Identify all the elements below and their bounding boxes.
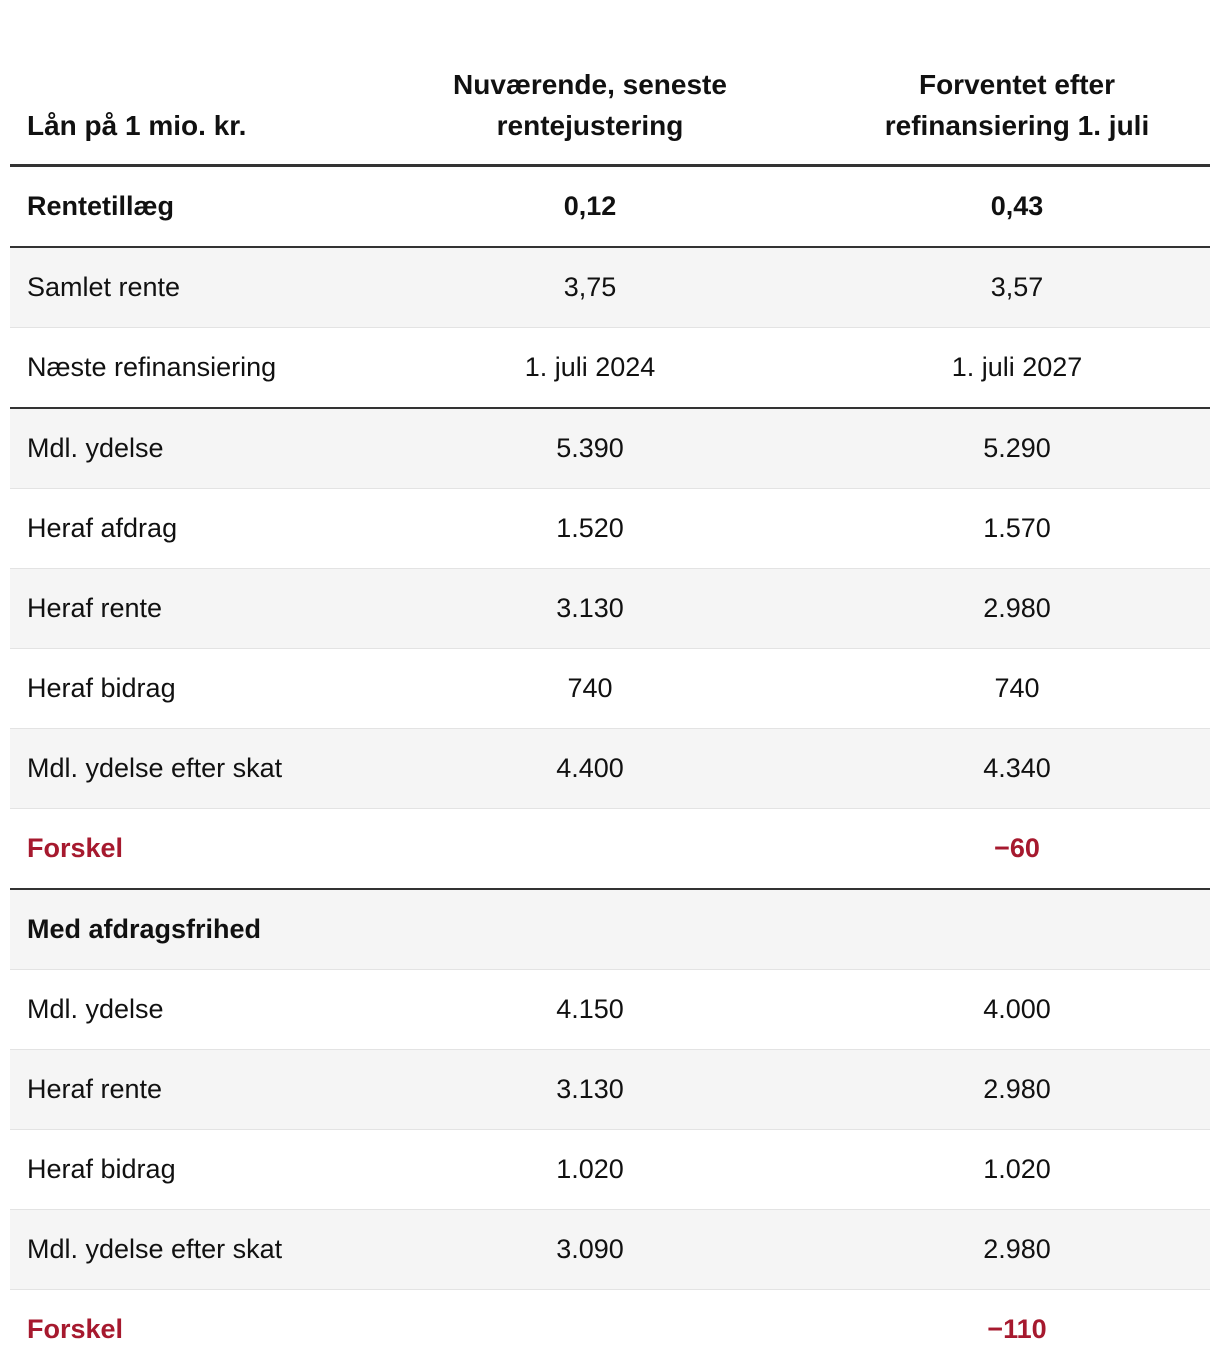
table-cell: 2.980	[824, 1210, 1210, 1290]
table-cell: 3,75	[356, 247, 824, 328]
table-cell	[356, 889, 824, 970]
table-cell: Mdl. ydelse efter skat	[10, 1210, 356, 1290]
table-cell: Rentetillæg	[10, 166, 356, 248]
table-cell: 4.000	[824, 970, 1210, 1050]
table-cell: Næste refinansiering	[10, 328, 356, 409]
table-cell: 1.020	[824, 1130, 1210, 1210]
table-cell: 740	[824, 649, 1210, 729]
table-cell: 5.390	[356, 408, 824, 489]
table-cell: 4.400	[356, 729, 824, 809]
table-cell: 3.130	[356, 1050, 824, 1130]
table-row: Forskel −60	[10, 809, 1210, 890]
table-row: Forskel −110	[10, 1290, 1210, 1369]
table-cell: 1.020	[356, 1130, 824, 1210]
header-cell: Lån på 1 mio. kr.	[10, 0, 356, 166]
table-cell: 1. juli 2024	[356, 328, 824, 409]
table-cell: Forskel	[10, 1290, 356, 1369]
table-cell: 3.090	[356, 1210, 824, 1290]
table-cell: 5.290	[824, 408, 1210, 489]
table-cell: −110	[824, 1290, 1210, 1369]
table-cell	[356, 809, 824, 890]
header-row: Lån på 1 mio. kr.Nuværende, seneste rent…	[10, 0, 1210, 166]
table-cell: Heraf bidrag	[10, 1130, 356, 1210]
table-cell: Mdl. ydelse	[10, 408, 356, 489]
table-cell: 1.570	[824, 489, 1210, 569]
table-cell: 3.130	[356, 569, 824, 649]
table-cell: Med afdragsfrihed	[10, 889, 356, 970]
table-cell: Samlet rente	[10, 247, 356, 328]
table-header: Lån på 1 mio. kr.Nuværende, seneste rent…	[10, 0, 1210, 166]
table-cell: 1.520	[356, 489, 824, 569]
table-cell: Forskel	[10, 809, 356, 890]
table-cell: 2.980	[824, 1050, 1210, 1130]
table-cell: 0,12	[356, 166, 824, 248]
table-cell: Heraf bidrag	[10, 649, 356, 729]
table-cell: −60	[824, 809, 1210, 890]
table-cell: Heraf rente	[10, 1050, 356, 1130]
table-cell: Heraf afdrag	[10, 489, 356, 569]
table-row: Med afdragsfrihed	[10, 889, 1210, 970]
header-cell: Nuværende, seneste rentejustering	[356, 0, 824, 166]
table-cell	[824, 889, 1210, 970]
table-cell: Mdl. ydelse efter skat	[10, 729, 356, 809]
table-cell	[356, 1290, 824, 1369]
table-cell: 0,43	[824, 166, 1210, 248]
table-cell: Mdl. ydelse	[10, 970, 356, 1050]
table-cell: 3,57	[824, 247, 1210, 328]
table-cell: Heraf rente	[10, 569, 356, 649]
table-cell: 4.150	[356, 970, 824, 1050]
loan-table: Lån på 1 mio. kr.Nuværende, seneste rent…	[10, 0, 1210, 1369]
table-cell: 1. juli 2027	[824, 328, 1210, 409]
table-cell: 4.340	[824, 729, 1210, 809]
header-cell: Forventet efter refinansiering 1. juli	[824, 0, 1210, 166]
table-cell: 740	[356, 649, 824, 729]
table-cell: 2.980	[824, 569, 1210, 649]
